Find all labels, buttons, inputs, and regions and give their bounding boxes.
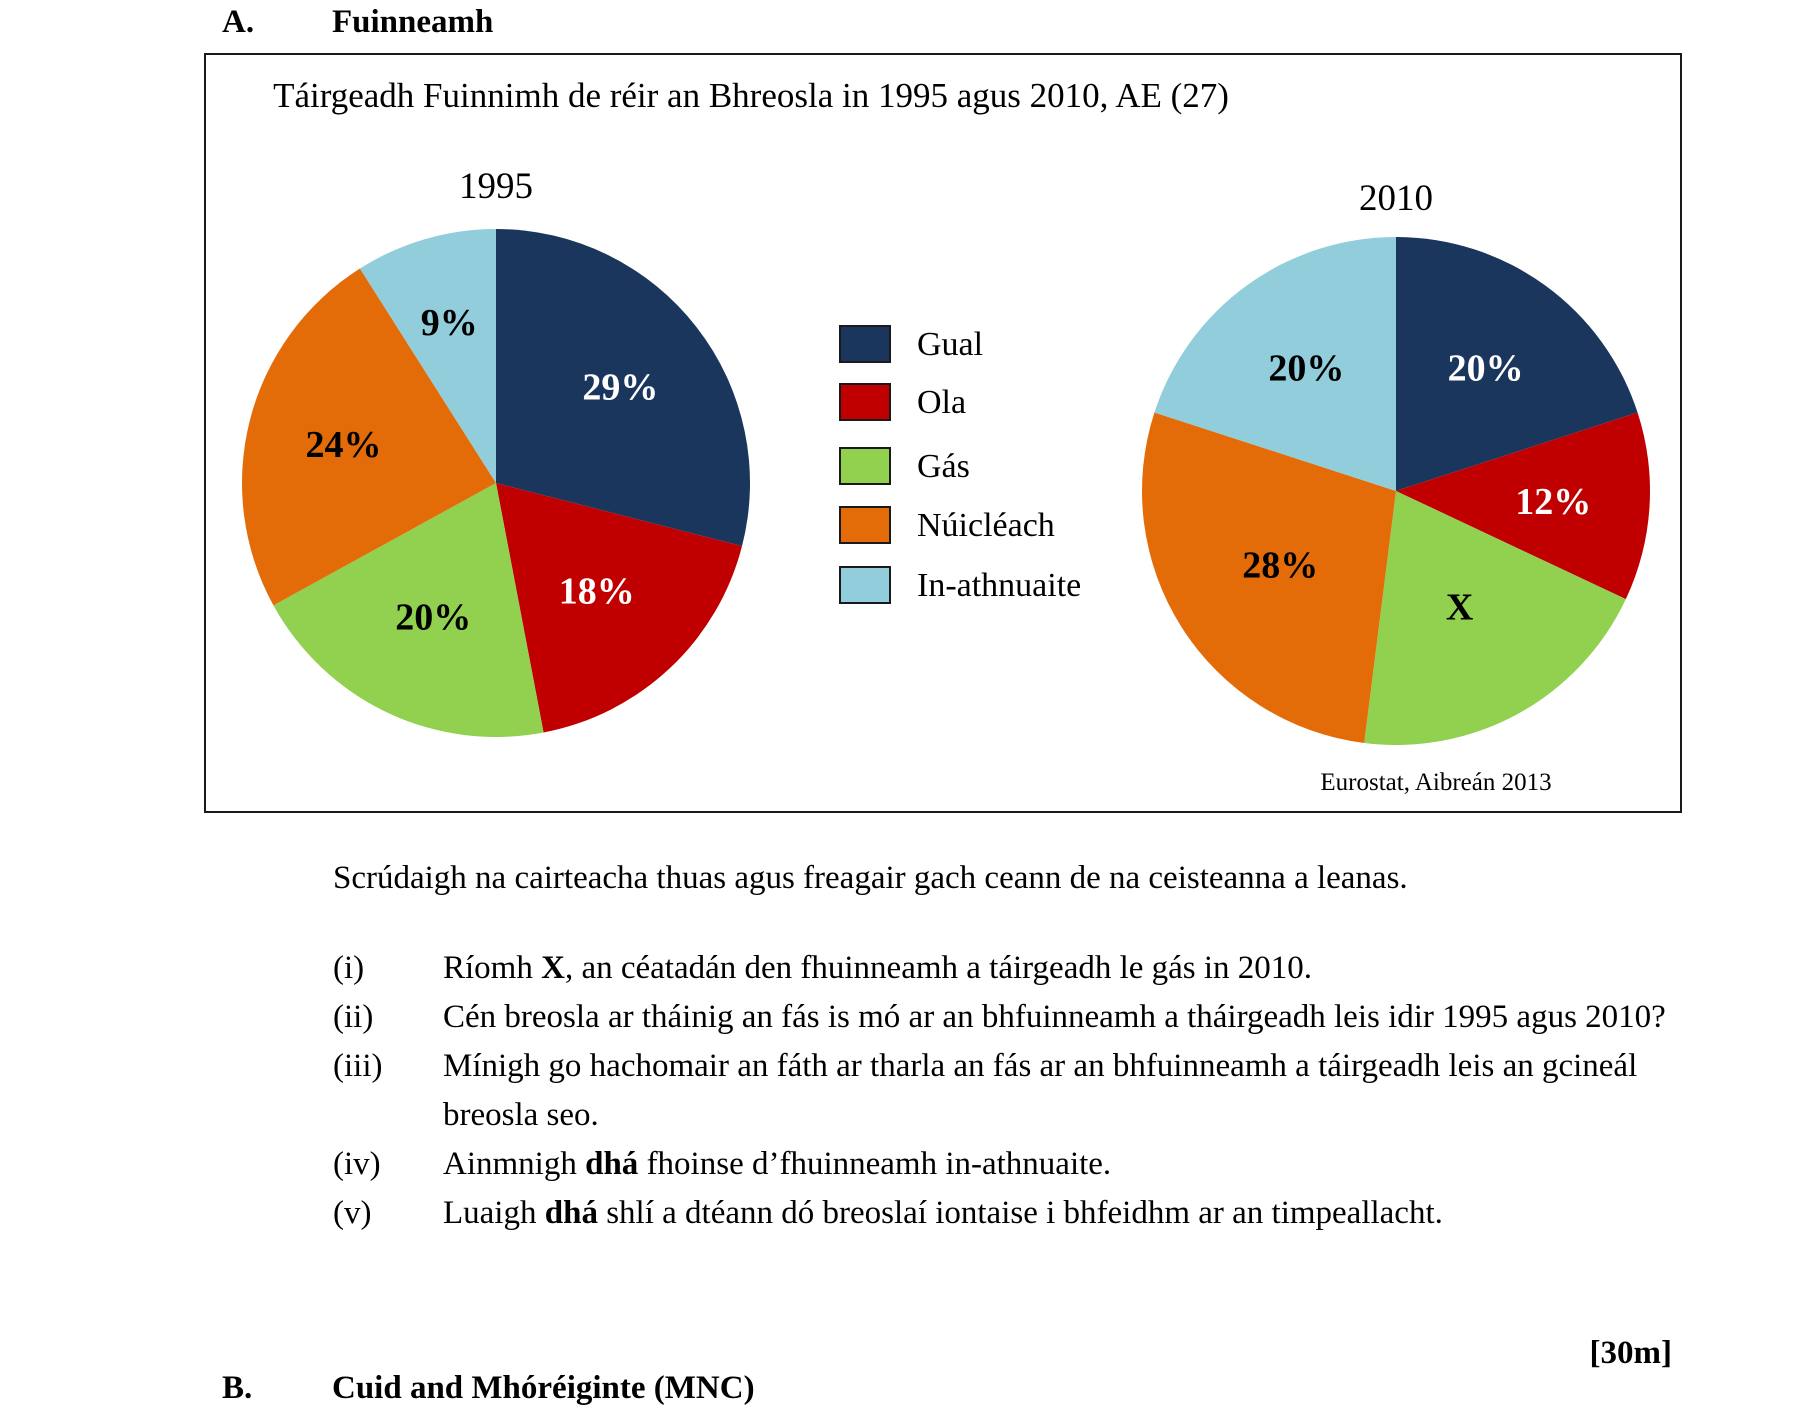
legend-label-in-athnuaite: In-athnuaite bbox=[917, 567, 1081, 604]
legend-label-gas: Gás bbox=[917, 448, 970, 485]
question-emphasis: dhá bbox=[585, 1146, 639, 1182]
legend-label-gual: Gual bbox=[917, 326, 983, 363]
question-item: (iv) Ainmnigh dhá fhoinse d’fhuinneamh i… bbox=[333, 1140, 1713, 1189]
pie-slice-1995-ola bbox=[496, 483, 743, 733]
marks-total: [30m] bbox=[1589, 1335, 1672, 1371]
pie-slice-2010-gual bbox=[1396, 237, 1638, 491]
source-note: Eurostat, Aibreán 2013 bbox=[1320, 769, 1551, 796]
legend-swatch-ola bbox=[839, 383, 891, 421]
question-text: Ainmnigh bbox=[443, 1146, 586, 1182]
question-emphasis: dhá bbox=[544, 1195, 598, 1231]
legend-label-ola: Ola bbox=[917, 384, 966, 421]
pie-year-2010: 2010 bbox=[1359, 178, 1433, 219]
pie-label-1995-nuicleach: 24% bbox=[306, 424, 382, 466]
section-title: Fuinneamh bbox=[332, 4, 494, 40]
pie-label-1995-ola: 18% bbox=[559, 570, 635, 612]
pie-slice-2010-ola bbox=[1396, 412, 1651, 600]
question-text: Ríomh bbox=[443, 950, 542, 986]
legend-swatch-gas bbox=[839, 447, 891, 485]
question-item: (i) Ríomh X, an céatadán den fhuinneamh … bbox=[333, 944, 1713, 993]
question-number: (i) bbox=[333, 950, 365, 986]
legend-swatch-gual bbox=[839, 325, 891, 363]
pie-year-1995: 1995 bbox=[459, 166, 533, 207]
pie-label-2010-nuicleach: 28% bbox=[1242, 545, 1318, 587]
question-text-end: shlí a dtéann dó breoslaí iontaise i bhf… bbox=[597, 1195, 1443, 1231]
pie-label-2010-in-athnuaite: 20% bbox=[1268, 348, 1344, 390]
pie-label-2010-gas: X bbox=[1446, 587, 1473, 629]
question-emphasis: X bbox=[541, 950, 565, 986]
legend-label-nuicleach: Núicléach bbox=[917, 507, 1055, 544]
next-section-letter: B. bbox=[222, 1370, 253, 1406]
pie-label-1995-gual: 29% bbox=[582, 367, 658, 409]
question-number: (v) bbox=[333, 1195, 372, 1231]
pie-charts-figure: Táirgeadh Fuinnimh de réir an Bhreosla i… bbox=[241, 76, 1651, 796]
question-item: (v) Luaigh dhá shlí a dtéann dó breoslaí… bbox=[333, 1189, 1713, 1238]
question-text-end: fhoinse d’fhuinneamh in-athnuaite. bbox=[638, 1146, 1112, 1182]
chart-frame: Táirgeadh Fuinnimh de réir an Bhreosla i… bbox=[204, 53, 1682, 813]
question-text-end: , an céatadán den fhuinneamh a táirgeadh… bbox=[564, 950, 1313, 986]
question-list: (i) Ríomh X, an céatadán den fhuinneamh … bbox=[333, 944, 1713, 1238]
legend-swatch-in-athnuaite bbox=[839, 566, 891, 604]
question-number: (iii) bbox=[333, 1048, 383, 1084]
pie-slice-1995-gual bbox=[496, 229, 751, 547]
question-number: (iv) bbox=[333, 1146, 381, 1182]
pie-label-1995-gas: 20% bbox=[395, 596, 471, 638]
next-section-title: Cuid and Mhóréiginte (MNC) bbox=[332, 1370, 755, 1406]
pie-slice-1995-gas bbox=[273, 483, 544, 737]
legend: Gual Ola Gás Núicléach In-athnuaite bbox=[839, 325, 1081, 604]
pie-slice-1995-nuicleach bbox=[241, 268, 496, 606]
question-item: (ii) Cén breosla ar tháinig an fás is mó… bbox=[333, 993, 1713, 1042]
pie-slice-1995-in-athnuaite bbox=[359, 229, 496, 483]
pie-chart-1995: 29% 18% 20% 24% 9% bbox=[241, 229, 751, 737]
pie-slice-2010-in-athnuaite bbox=[1154, 237, 1396, 491]
section-letter: A. bbox=[222, 4, 255, 40]
question-text: Cén breosla ar tháinig an fás is mó ar a… bbox=[443, 999, 1666, 1035]
pie-slice-2010-nuicleach bbox=[1141, 412, 1396, 743]
instructions: Scrúdaigh na cairteacha thuas agus freag… bbox=[333, 860, 1408, 896]
pie-slice-2010-gas bbox=[1364, 491, 1626, 746]
chart-title: Táirgeadh Fuinnimh de réir an Bhreosla i… bbox=[273, 76, 1229, 115]
question-text: Mínigh go hachomair an fáth ar tharla an… bbox=[443, 1048, 1638, 1133]
question-number: (ii) bbox=[333, 999, 374, 1035]
question-text: Luaigh bbox=[443, 1195, 545, 1231]
pie-label-1995-in-athnuaite: 9% bbox=[421, 302, 478, 344]
pie-chart-2010: 20% 12% X 28% 20% bbox=[1141, 237, 1651, 746]
pie-label-2010-ola: 12% bbox=[1515, 481, 1591, 523]
legend-swatch-nuicleach bbox=[839, 506, 891, 544]
pie-label-2010-gual: 20% bbox=[1448, 348, 1524, 390]
question-item: (iii) Mínigh go hachomair an fáth ar tha… bbox=[333, 1042, 1713, 1140]
